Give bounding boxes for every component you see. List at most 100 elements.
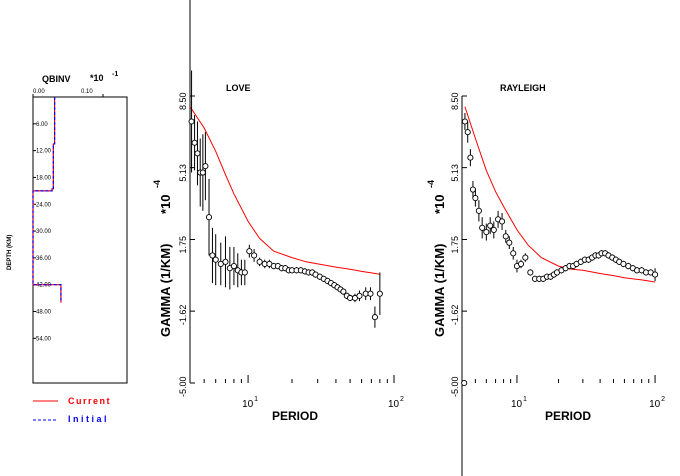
rayleigh-panel: RAYLEIGH 8.50 5.13 1.75 -1.62 -5.00 10 1 10 2 G…: [426, 83, 665, 476]
love-point-6: [205, 214, 213, 221]
qbinv-title: QBINV: [42, 74, 71, 84]
qbinv-y-axis: 6.00 12.00 18.00 24.00 30.00 36.00 42.00 48.00 5…: [33, 122, 52, 342]
rayleigh-ylabel: GAMMA (1/KM): [432, 244, 447, 337]
love-xtick-exp-0: 1: [254, 396, 258, 403]
rayleigh-point-5: [475, 207, 482, 214]
love-point-40: [340, 288, 347, 295]
love-y-axis: 8.50 5.13 1.75 -1.62 -5.00: [178, 92, 195, 397]
love-point-46: [367, 290, 374, 297]
qbinv-panel: QBINV *10 -1 0.00 0.10 6.00 12.00 18.00 24.…: [7, 71, 128, 424]
qbinv-ytick-label-5: 36.00: [36, 256, 52, 262]
qbinv-ytick-label-8: 54.00: [36, 336, 52, 342]
qbinv-ylabel: DEPTH (KM): [7, 235, 13, 270]
rayleigh-point-2: [467, 154, 474, 161]
qbinv-ytick-label-3: 24.00: [36, 202, 52, 208]
qbinv-ytick-label-6: 42.00: [36, 283, 52, 289]
love-ylabel: GAMMA (1/KM): [158, 244, 173, 337]
rayleigh-point-4: [472, 194, 479, 202]
love-xtick-exp-1: 2: [400, 396, 404, 403]
rayleigh-xtick-exp-1: 2: [661, 396, 665, 403]
love-point-44: [356, 292, 363, 299]
rayleigh-point-9: [490, 226, 497, 233]
love-point-5: [202, 163, 209, 170]
love-xtick-label-1: 10: [388, 399, 400, 410]
love-point-18: [256, 258, 263, 265]
legend-label-current: Current: [68, 396, 111, 406]
qbinv-xtick-1: 0.10: [81, 89, 93, 95]
love-plot-area: [188, 70, 383, 328]
love-point-17: [251, 252, 258, 259]
rayleigh-multiplier-exp: -4: [426, 180, 436, 188]
qbinv-line-current: [32, 97, 62, 303]
rayleigh-ytick-label-0: 8.50: [450, 92, 460, 110]
love-x-axis: 10 1 10 2: [189, 375, 404, 410]
love-ytick-label-2: 1.75: [178, 236, 188, 254]
love-point-48: [376, 290, 383, 297]
rayleigh-point-8: [487, 222, 494, 229]
love-ytick-label-0: 8.50: [178, 92, 188, 110]
love-point-7: [209, 252, 216, 259]
love-multiplier: *10: [158, 194, 173, 214]
rayleigh-point-6: [479, 224, 486, 231]
rayleigh-point-43: [620, 260, 627, 267]
qbinv-ytick-label-0: 6.00: [36, 122, 48, 128]
rayleigh-model-curve: [464, 106, 656, 283]
love-multiplier-exp: -4: [152, 180, 162, 188]
legend-label-initial: Initial: [68, 414, 109, 424]
rayleigh-x-axis: 10 1 10 2: [461, 375, 665, 410]
rayleigh-plot-area: [461, 106, 659, 387]
qbinv-series: [32, 97, 62, 303]
rayleigh-point-1: [464, 129, 471, 136]
love-ytick-label-3: -1.62: [178, 305, 188, 326]
love-point-10: [222, 258, 229, 265]
rayleigh-xtick-label-0: 10: [511, 399, 523, 410]
rayleigh-point-13: [506, 239, 513, 246]
love-point-16: [246, 248, 253, 255]
rayleigh-xlabel: PERIOD: [545, 409, 591, 423]
love-point-47: [371, 314, 378, 321]
rayleigh-point-17: [522, 254, 529, 261]
love-point-12: [230, 263, 237, 270]
rayleigh-title: RAYLEIGH: [500, 83, 546, 93]
rayleigh-point-14: [510, 250, 517, 257]
rayleigh-xtick-label-1: 10: [649, 399, 661, 410]
love-point-0: [188, 118, 195, 125]
qbinv-ytick-label-2: 18.00: [36, 175, 52, 181]
love-point-42: [347, 294, 354, 302]
love-panel: LOVE 8.505.131.75-1.62-5.00 10 1 10 2 GAMMA…: [152, 0, 404, 423]
rayleigh-point-3: [469, 186, 476, 193]
qbinv-legend: Current Initial: [33, 396, 111, 424]
rayleigh-point-16: [517, 260, 525, 267]
love-model-curve: [189, 106, 380, 275]
rayleigh-point-0: [461, 118, 468, 125]
rayleigh-y-axis: 8.50 5.13 1.75 -1.62 -5.00: [450, 92, 467, 397]
rayleigh-point-11: [499, 218, 506, 225]
rayleigh-point-50: [652, 271, 659, 278]
rayleigh-point-12: [502, 233, 509, 240]
rayleigh-point-51: [461, 379, 468, 387]
love-point-15: [241, 269, 248, 276]
rayleigh-ytick-label-3: -1.62: [450, 305, 460, 326]
rayleigh-point-7: [483, 229, 490, 236]
love-ytick-label-4: -5.00: [178, 376, 188, 397]
qbinv-multiplier-exp: -1: [112, 71, 118, 78]
qbinv-line-initial: [32, 97, 62, 303]
rayleigh-point-18: [527, 269, 534, 276]
qbinv-multiplier: *10: [90, 73, 104, 83]
love-point-8: [212, 256, 219, 263]
love-title: LOVE: [226, 83, 251, 93]
love-point-1: [191, 139, 198, 146]
love-xlabel: PERIOD: [272, 409, 318, 423]
qbinv-ytick-label-7: 48.00: [36, 310, 52, 316]
love-ytick-label-1: 5.13: [178, 164, 188, 182]
love-point-4: [199, 169, 206, 176]
rayleigh-multiplier: *10: [432, 194, 447, 214]
qbinv-ytick-label-4: 30.00: [36, 229, 52, 235]
rayleigh-ytick-label-4: -5.00: [450, 376, 460, 397]
love-point-2: [194, 150, 201, 157]
love-xtick-label-0: 10: [242, 399, 254, 410]
rayleigh-ytick-label-2: 1.75: [450, 236, 460, 254]
qbinv-ytick-label-1: 12.00: [36, 149, 52, 155]
rayleigh-ytick-label-1: 5.13: [450, 164, 460, 182]
